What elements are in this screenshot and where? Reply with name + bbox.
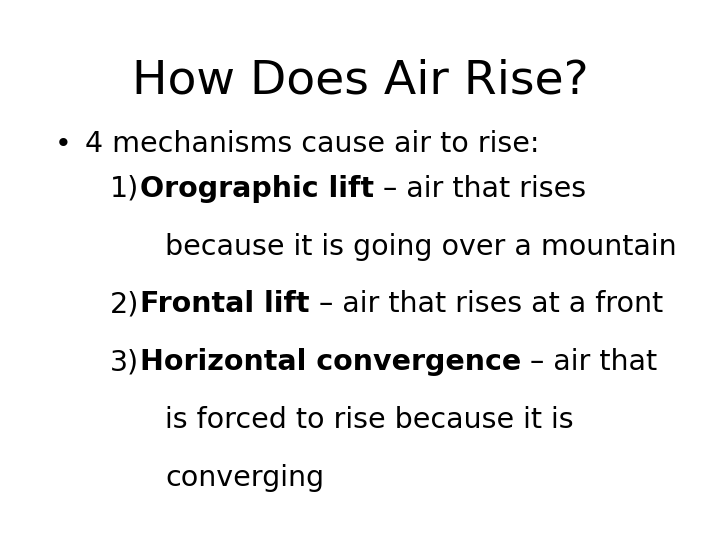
- Text: – air that: – air that: [521, 348, 657, 376]
- Text: Frontal lift: Frontal lift: [140, 290, 310, 318]
- Text: 3): 3): [110, 348, 139, 376]
- Text: Orographic lift: Orographic lift: [140, 175, 374, 203]
- Text: 2): 2): [110, 290, 140, 318]
- Text: – air that rises at a front: – air that rises at a front: [310, 290, 662, 318]
- Text: How Does Air Rise?: How Does Air Rise?: [132, 58, 588, 103]
- Text: because it is going over a mountain: because it is going over a mountain: [165, 233, 677, 261]
- Text: converging: converging: [165, 464, 324, 492]
- Text: Horizontal convergence: Horizontal convergence: [140, 348, 521, 376]
- Text: – air that rises: – air that rises: [374, 175, 586, 203]
- Text: •: •: [55, 130, 72, 158]
- Text: 4 mechanisms cause air to rise:: 4 mechanisms cause air to rise:: [85, 130, 539, 158]
- Text: is forced to rise because it is: is forced to rise because it is: [165, 406, 574, 434]
- Text: 1): 1): [110, 175, 139, 203]
